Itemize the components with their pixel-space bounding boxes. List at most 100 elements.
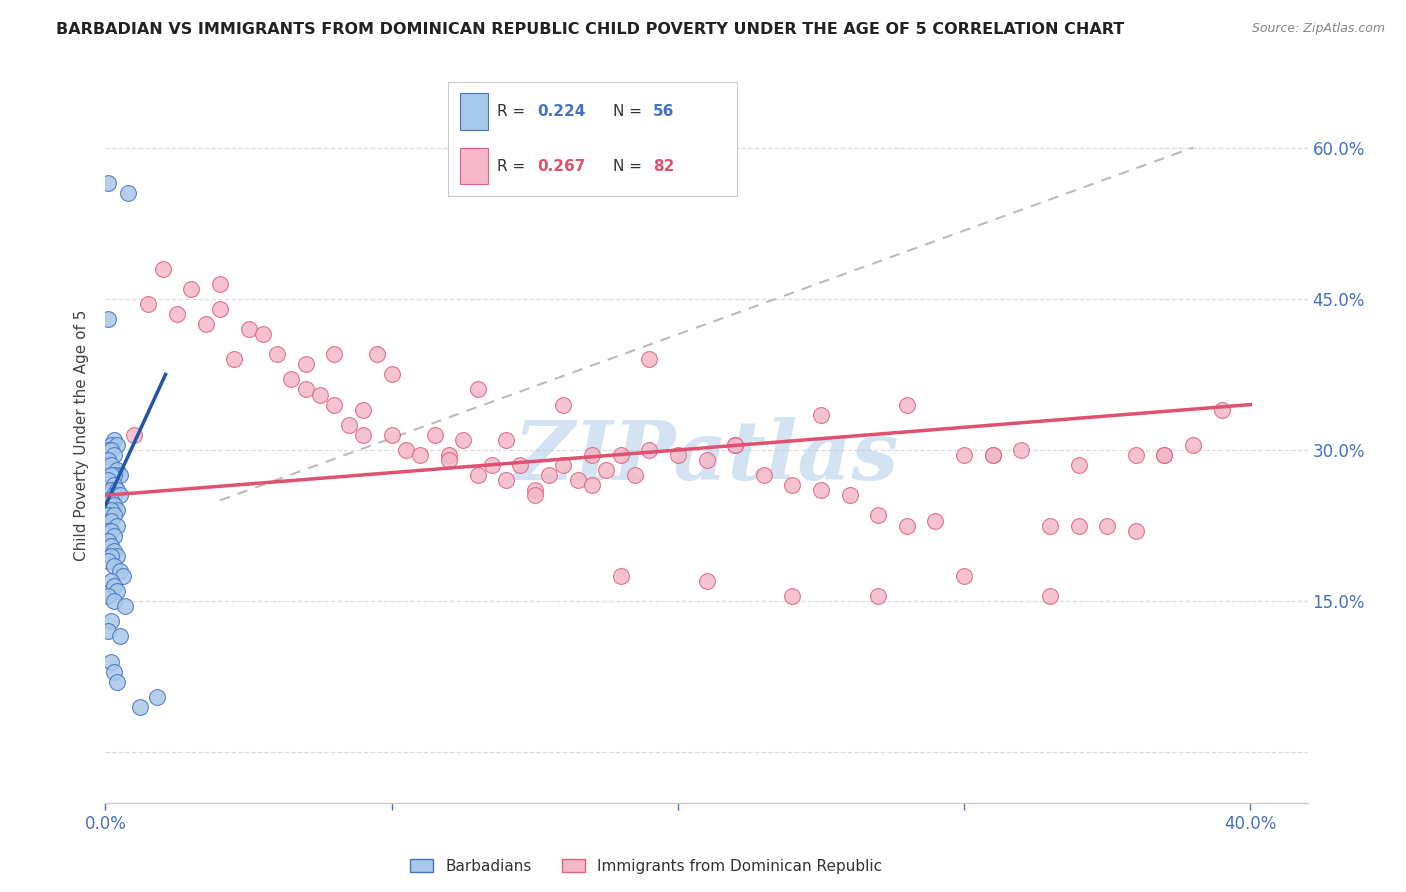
Point (838, 488, 860, 502)
Point (1153, 448, 1175, 462)
Point (122, 428, 145, 442)
Point (100, 458, 122, 472)
Point (451, 433, 474, 447)
Point (100, 483, 122, 498)
Point (868, 508, 890, 523)
Point (97, 589, 120, 603)
Point (103, 488, 125, 502)
Point (953, 569, 976, 583)
Point (953, 448, 976, 462)
Point (896, 518, 918, 533)
Point (309, 387, 332, 401)
Point (523, 483, 546, 498)
Point (1182, 438, 1205, 452)
Point (366, 347, 388, 361)
Point (1211, 402, 1233, 417)
Point (924, 514, 946, 528)
Point (103, 665, 125, 679)
Point (609, 569, 631, 583)
Point (467, 383, 489, 397)
Point (97, 524, 120, 538)
Point (381, 368, 404, 382)
Point (105, 584, 128, 599)
Point (523, 488, 546, 502)
Point (1010, 442, 1032, 457)
Point (97, 453, 120, 467)
Point (567, 473, 589, 487)
Point (194, 317, 217, 331)
Point (180, 282, 202, 296)
Point (553, 458, 575, 472)
Point (97, 624, 120, 639)
Point (638, 352, 661, 367)
Point (97, 442, 120, 457)
Point (105, 483, 128, 498)
Point (295, 383, 318, 397)
Point (981, 448, 1004, 462)
Point (437, 453, 460, 467)
Text: BARBADIAN VS IMMIGRANTS FROM DOMINICAN REPUBLIC CHILD POVERTY UNDER THE AGE OF 5: BARBADIAN VS IMMIGRANTS FROM DOMINICAN R… (56, 22, 1125, 37)
Point (100, 493, 122, 508)
Point (97, 473, 120, 487)
Point (103, 433, 125, 447)
Point (810, 408, 832, 422)
Point (423, 428, 446, 442)
Point (323, 347, 346, 361)
Text: Source: ZipAtlas.com: Source: ZipAtlas.com (1251, 22, 1385, 36)
Point (868, 589, 890, 603)
Point (105, 463, 128, 477)
Point (105, 549, 128, 563)
Point (100, 574, 122, 588)
Point (108, 564, 131, 578)
Point (295, 357, 318, 371)
Point (166, 307, 188, 321)
Point (108, 468, 131, 483)
Point (337, 417, 360, 432)
Point (97, 493, 120, 508)
Point (97, 554, 120, 568)
Legend: Barbadians, Immigrants from Dominican Republic: Barbadians, Immigrants from Dominican Re… (404, 853, 889, 880)
Point (1153, 448, 1175, 462)
Point (638, 442, 661, 457)
Point (553, 398, 575, 412)
Point (495, 473, 517, 487)
Point (724, 438, 747, 452)
Point (117, 186, 139, 200)
Point (609, 448, 631, 462)
Point (103, 499, 125, 513)
Point (103, 558, 125, 573)
Point (100, 655, 122, 669)
Point (105, 438, 128, 452)
Point (481, 458, 503, 472)
Point (224, 352, 246, 367)
Point (100, 539, 122, 553)
Point (97, 508, 120, 523)
Point (100, 615, 122, 629)
Point (280, 372, 302, 386)
Point (381, 428, 404, 442)
Point (108, 630, 131, 644)
Point (238, 322, 260, 336)
Point (896, 398, 918, 412)
Point (103, 468, 125, 483)
Point (103, 594, 125, 608)
Point (467, 468, 489, 483)
Point (266, 347, 288, 361)
Point (100, 524, 122, 538)
Point (128, 700, 150, 714)
Point (103, 579, 125, 593)
Point (724, 438, 747, 452)
Point (138, 297, 160, 311)
Point (352, 428, 374, 442)
Point (103, 478, 125, 492)
Point (782, 478, 804, 492)
Point (352, 402, 374, 417)
Point (103, 448, 125, 462)
Point (395, 442, 418, 457)
Point (810, 483, 832, 498)
Point (105, 518, 128, 533)
Point (111, 569, 134, 583)
Point (97, 176, 120, 190)
Point (509, 458, 531, 472)
Point (538, 468, 561, 483)
